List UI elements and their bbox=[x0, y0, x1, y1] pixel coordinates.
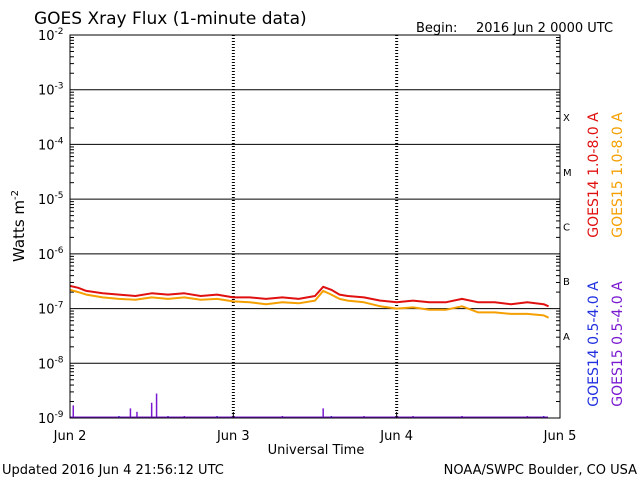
credit-text: NOAA/SWPC Boulder, CO USA bbox=[444, 463, 637, 478]
y-tick-label: 10-7 bbox=[38, 301, 64, 318]
flare-class-x: X bbox=[563, 113, 570, 124]
y-axis-label-sup: -2 bbox=[10, 190, 21, 200]
flare-class-m: M bbox=[563, 168, 572, 179]
legend-label: GOES15 1.0-8.0 A bbox=[610, 112, 626, 238]
flare-class-a: A bbox=[563, 332, 570, 343]
y-axis-label: Watts m-2 bbox=[10, 190, 28, 262]
flare-class-b: B bbox=[563, 277, 570, 288]
y-tick-label: 10-9 bbox=[38, 410, 64, 427]
y-tick-label: 10-2 bbox=[38, 27, 64, 44]
y-tick-label: 10-8 bbox=[38, 355, 64, 372]
y-tick-label: 10-5 bbox=[38, 191, 64, 208]
x-axis-label: Universal Time bbox=[268, 443, 365, 458]
legend: GOES14 1.0-8.0 A GOES15 1.0-8.0 A GOES14 0… bbox=[586, 112, 626, 407]
x-tick-label: Jun 5 bbox=[543, 429, 577, 444]
y-tick-labels: 10-9 10-8 10-7 10-6 10-5 10-4 10-3 10-2 bbox=[38, 27, 64, 427]
x-tick-labels: Jun 2 Jun 3 Jun 4 Jun 5 bbox=[53, 412, 577, 444]
legend-item: GOES14 0.5-4.0 A bbox=[586, 281, 602, 407]
begin-label: Begin: bbox=[416, 21, 457, 36]
flare-class-labels: A B C M X bbox=[563, 113, 572, 343]
legend-label: GOES14 0.5-4.0 A bbox=[586, 281, 602, 407]
series-0-line bbox=[69, 284, 549, 308]
begin-value: 2016 Jun 2 0000 UTC bbox=[476, 21, 613, 36]
grid-layer bbox=[70, 34, 560, 419]
legend-item: GOES14 1.0-8.0 A bbox=[586, 112, 602, 238]
series-1-line bbox=[69, 288, 550, 319]
y-tick-label: 10-6 bbox=[38, 246, 64, 263]
legend-label: GOES14 1.0-8.0 A bbox=[586, 112, 602, 238]
legend-item: GOES15 0.5-4.0 A bbox=[610, 281, 626, 407]
y-tick-label: 10-3 bbox=[38, 82, 64, 99]
x-tick-label: Jun 4 bbox=[379, 429, 413, 444]
legend-label: GOES15 0.5-4.0 A bbox=[610, 281, 626, 407]
x-tick-label: Jun 2 bbox=[53, 429, 87, 444]
y-tick-label: 10-4 bbox=[38, 136, 64, 153]
plot-frame bbox=[69, 34, 561, 419]
x-tick-label: Jun 3 bbox=[216, 429, 250, 444]
updated-timestamp: Updated 2016 Jun 4 21:56:12 UTC bbox=[2, 463, 224, 478]
flare-class-c: C bbox=[563, 223, 570, 234]
y-axis-label-text: Watts m bbox=[10, 200, 28, 262]
y-axis-label-group: Watts m-2 bbox=[10, 190, 28, 262]
legend-item: GOES15 1.0-8.0 A bbox=[610, 112, 626, 238]
series-layer bbox=[69, 284, 550, 418]
chart-title: GOES Xray Flux (1-minute data) bbox=[34, 9, 307, 29]
